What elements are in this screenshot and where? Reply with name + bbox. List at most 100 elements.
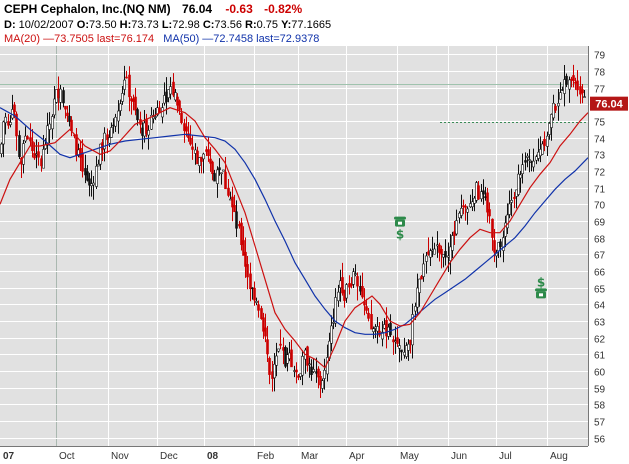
candle-body [51, 116, 54, 130]
candle-body [240, 222, 243, 246]
price-tag-label: 76.04 [595, 99, 623, 111]
candle-body [172, 81, 175, 96]
symbol-title: CEPH Cephalon, Inc.(NQ NM) [4, 2, 171, 16]
close-value: 73.56 [214, 19, 242, 31]
candle-body [510, 200, 513, 203]
candle-body [576, 80, 579, 91]
candle-body [2, 121, 5, 145]
tick-label-58: 58 [594, 401, 606, 412]
candle-body [66, 112, 69, 117]
candle-body [460, 207, 463, 216]
candle-body [491, 218, 494, 238]
candle-body [477, 185, 480, 200]
candle-body [238, 224, 241, 227]
tick-label-79: 79 [594, 51, 606, 62]
open-key: O: [76, 19, 90, 31]
candle-body [317, 368, 320, 378]
open-value: 73.50 [89, 19, 117, 31]
candle-body [90, 183, 93, 187]
last-price: 76.04 [182, 2, 213, 16]
year-value: 77.1665 [291, 19, 332, 31]
tick-label-73: 73 [594, 151, 606, 162]
candle-body [183, 123, 186, 131]
candle-body [242, 240, 245, 256]
candle-body [513, 196, 516, 199]
tick-label-77: 77 [594, 85, 606, 96]
tick-label-60: 60 [594, 368, 606, 379]
candle-body [132, 98, 135, 102]
candle-body [145, 118, 148, 134]
candle-body [572, 75, 575, 81]
time-label-Feb: Feb [257, 451, 275, 462]
candle-body [411, 314, 414, 346]
phone-icon-dial [539, 293, 543, 297]
candle-body [416, 287, 419, 308]
candle-body [220, 172, 223, 175]
low-value: 72.98 [172, 19, 200, 31]
tick-label-62: 62 [594, 335, 606, 346]
candle-body [352, 271, 355, 285]
ma20-legend: MA(20) —73.7505 last=76.174 [4, 33, 155, 45]
time-label-Dec: Dec [160, 451, 178, 462]
candle-body [444, 251, 447, 258]
candle-body [229, 198, 232, 201]
tick-label-61: 61 [594, 351, 606, 362]
candle-body [205, 149, 208, 152]
tick-label-67: 67 [594, 251, 606, 262]
candle-body [480, 191, 483, 200]
candle-body [233, 205, 236, 213]
time-label-Aug: Aug [550, 451, 568, 462]
tick-label-63: 63 [594, 318, 606, 329]
candle-body [117, 110, 120, 122]
candle-body [429, 250, 432, 258]
candle-body [425, 255, 428, 262]
candle-body [106, 134, 109, 141]
right-axis-panel [588, 46, 629, 464]
candle-body [189, 137, 192, 145]
candle-body [583, 96, 586, 98]
time-axis: 07 Oct Nov Dec 08 Feb Mar Apr May Jun Jul Aug [3, 451, 568, 462]
candle-body [22, 143, 25, 165]
candle-body [273, 363, 276, 379]
candle-body [178, 100, 181, 110]
candle-body [114, 116, 117, 127]
candle-body [147, 130, 150, 136]
candle-body [125, 76, 128, 79]
tick-label-74: 74 [594, 135, 606, 146]
candle-body [264, 327, 267, 337]
phone-icon-dial [398, 221, 402, 225]
candle-body [389, 323, 392, 336]
high-value: 73.73 [131, 19, 159, 31]
candle-body [218, 167, 221, 171]
low-key: L: [161, 19, 173, 31]
candle-body [97, 163, 100, 167]
candle-body [438, 244, 441, 253]
candle-body [356, 276, 359, 287]
candle-body [455, 220, 458, 235]
date-value: 10/02/2007 [18, 19, 74, 31]
tick-label-66: 66 [594, 268, 606, 279]
year-key: Y: [281, 19, 292, 31]
candle-body [559, 92, 562, 100]
candle-body [196, 150, 199, 165]
ohlc-line: D: 10/02/2007 O:73.50 H:73.73 L:72.98 C:… [4, 18, 331, 32]
candle-body [528, 159, 531, 161]
candle-body [103, 132, 106, 150]
candle-body [244, 251, 247, 267]
dollar-icon: $ [537, 276, 545, 290]
price-tag-box [590, 96, 628, 111]
candle-body [176, 96, 179, 106]
time-label-08: 08 [207, 451, 219, 462]
candle-body [167, 89, 170, 98]
candle-body [519, 174, 522, 179]
candle-body [370, 314, 373, 330]
candlesticks [0, 64, 586, 398]
candle-body [471, 201, 474, 208]
candle-body [92, 182, 95, 186]
candle-body [400, 349, 403, 353]
candle-body [143, 122, 146, 137]
ma50-line [0, 107, 589, 335]
candle-body [398, 345, 401, 349]
last-price-tag: 76.04 [590, 96, 628, 111]
candle-body [414, 306, 417, 312]
